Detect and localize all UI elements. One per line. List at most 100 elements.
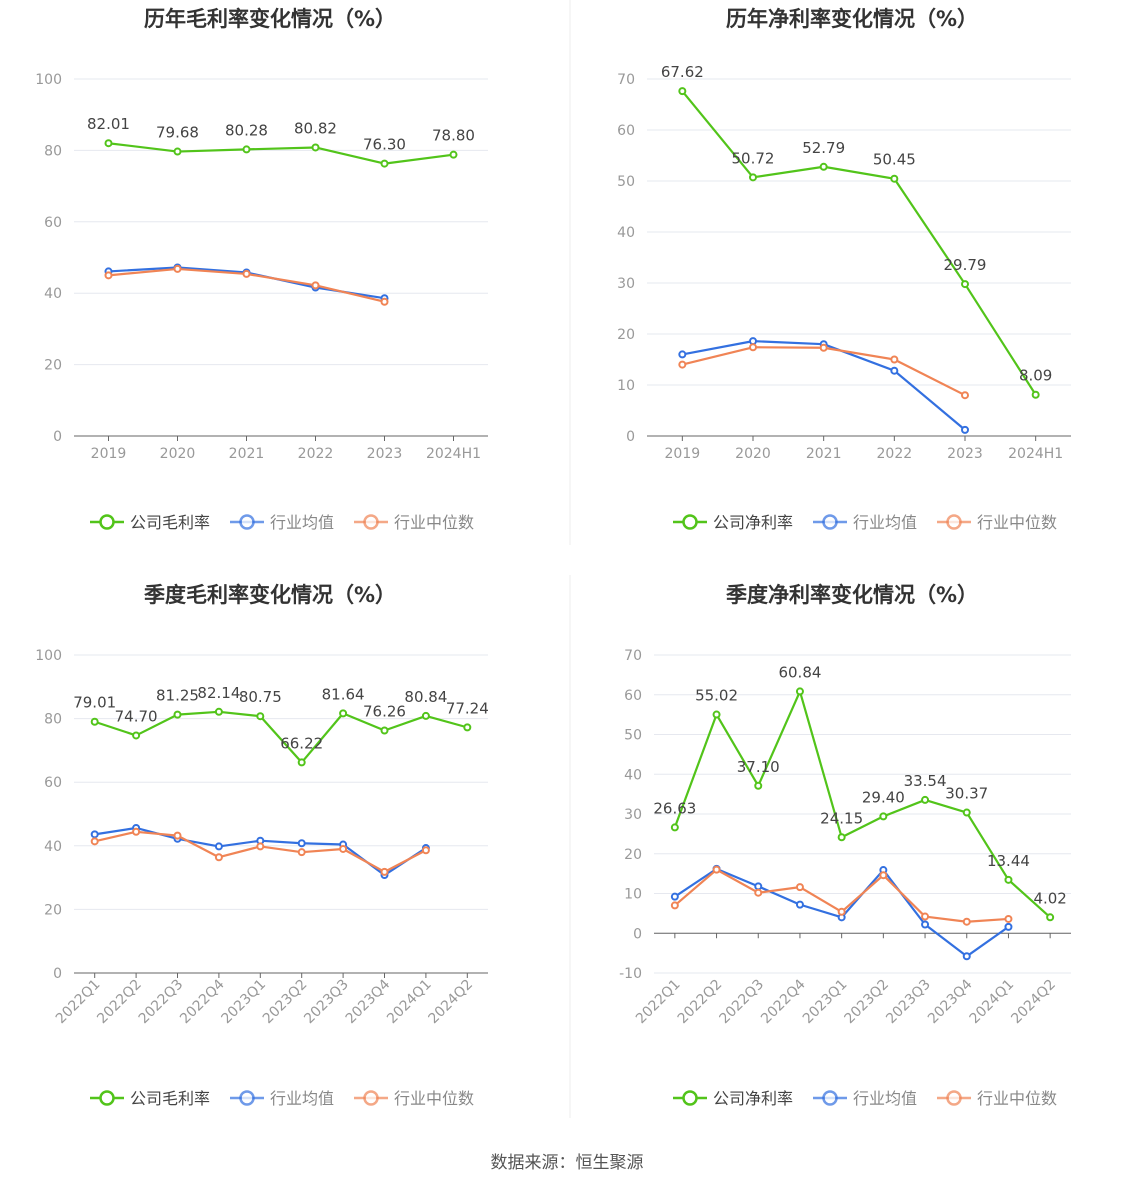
data-label: 79.01 [73,694,116,712]
y-tick-label: 70 [617,72,635,88]
x-tick-label: 2020 [160,446,196,462]
data-point-company [104,139,113,148]
legend-label: 行业中位数 [977,1089,1057,1108]
x-tick-label: 2021 [806,446,842,462]
data-point-median [380,867,389,876]
data-point-avg [670,892,679,901]
data-point-avg [90,830,99,839]
data-point-median [339,844,348,853]
legend-label: 行业均值 [853,1089,917,1108]
y-tick-label: 60 [617,123,635,139]
y-tick-label: -10 [619,966,642,982]
x-tick-label: 2023Q2 [260,977,311,1028]
x-tick-label: 2023Q1 [800,977,851,1028]
y-tick-label: 20 [44,902,62,918]
data-label: 4.02 [1033,889,1066,907]
data-point-avg [961,425,969,434]
data-point-company [173,147,182,156]
data-label: 79.68 [156,124,199,142]
data-label: 29.79 [944,256,987,274]
data-point-median [132,827,141,836]
x-tick-label: 2024Q2 [426,977,477,1028]
data-label: 24.15 [820,809,863,827]
data-point-company [712,710,721,719]
data-point-median [890,355,899,364]
data-point-avg [297,839,306,848]
y-tick-label: 50 [617,174,635,190]
data-point-company [670,823,679,832]
data-point-company [749,173,757,182]
data-label: 74.70 [115,707,158,725]
legend-label: 行业均值 [270,1089,334,1108]
data-point-median [256,842,265,851]
data-point-median [311,281,320,290]
data-point-company [1046,913,1055,922]
chart-title: 季度毛利率变化情况（%） [144,583,396,607]
legend-label: 公司净利率 [713,513,793,532]
x-tick-label: 2022Q3 [136,977,187,1028]
data-label: 29.40 [862,788,905,806]
x-tick-label: 2024Q1 [967,977,1018,1028]
legend-label: 公司毛利率 [130,513,210,532]
data-label: 80.28 [225,121,268,139]
y-tick-label: 40 [624,767,642,783]
data-label: 8.09 [1019,367,1052,385]
data-label: 33.54 [904,772,947,790]
x-tick-label: 2023Q4 [925,976,976,1027]
data-point-median [819,343,828,352]
legend-label: 行业均值 [853,513,917,532]
y-tick-label: 60 [624,688,642,704]
data-label: 26.63 [653,799,696,817]
data-point-company [463,723,472,732]
data-label: 13.44 [987,852,1030,870]
data-point-median [1004,914,1013,923]
x-tick-label: 2022Q2 [675,977,726,1028]
data-point-median [380,297,389,306]
y-tick-label: 30 [617,276,635,292]
data-point-median [749,343,757,352]
legend-swatch-dot [682,1090,698,1106]
data-point-company [961,280,969,289]
data-point-median [879,871,888,880]
x-tick-label: 2022Q3 [716,977,767,1028]
x-tick-label: 2021 [229,446,265,462]
data-point-company [921,795,930,804]
chart-panel-1: 历年毛利率变化情况（%） 0 20 40 60 80 100 2019 2020 2021 2022… [35,7,488,532]
data-point-company [380,159,389,168]
data-label: 60.84 [778,663,821,681]
y-tick-label: 0 [53,966,62,982]
x-tick-label: 2023Q4 [343,976,394,1027]
data-point-company [339,709,348,718]
chart-panel-3: 季度毛利率变化情况（%）0204060801002022Q12022Q22022… [35,583,489,1108]
y-tick-label: 0 [626,429,635,445]
y-tick-label: 40 [617,225,635,241]
chart-panel-2: 历年净利率变化情况（%） 0 10 20 30 40 50 60 70 2019 2020 2021 2… [617,7,1071,532]
data-label: 82.01 [87,115,130,133]
data-label: 80.75 [239,688,282,706]
y-tick-label: 20 [44,358,62,374]
data-label: 52.79 [802,139,845,157]
legend-label: 行业中位数 [394,1089,474,1108]
legend-swatch-dot [822,514,838,530]
data-point-company [819,162,828,171]
data-point-company [795,687,804,696]
data-point-company [449,150,458,159]
x-tick-label: 2020 [735,446,771,462]
data-point-company [132,731,141,740]
y-tick-label: 0 [633,926,642,942]
x-tick-label: 2022Q1 [53,977,104,1028]
data-point-company [1031,390,1040,399]
data-point-median [242,269,251,278]
y-tick-label: 70 [624,648,642,664]
data-point-median [754,888,763,897]
y-tick-label: 50 [624,728,642,744]
y-tick-label: 80 [44,712,62,728]
data-point-company [380,726,389,735]
data-point-median [678,360,687,369]
data-label: 50.45 [873,151,916,169]
y-tick-label: 100 [35,648,62,664]
data-point-median [837,907,846,916]
data-point-company [311,143,320,152]
data-point-median [670,901,679,910]
x-tick-label: 2019 [91,446,127,462]
